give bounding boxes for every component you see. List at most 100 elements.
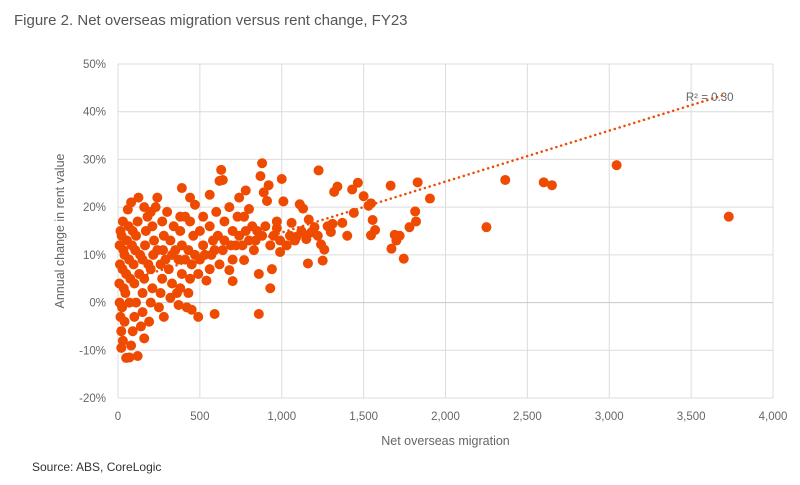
y-tick-label: 50% [83, 59, 106, 71]
data-point [145, 206, 156, 217]
data-point [275, 235, 286, 246]
data-point [181, 302, 192, 313]
y-tick-label: 40% [83, 107, 106, 119]
data-point [410, 206, 421, 217]
data-point [255, 171, 266, 182]
chart-title: Figure 2. Net overseas migration versus … [14, 12, 408, 29]
data-point [133, 192, 144, 203]
data-point [263, 180, 274, 191]
x-axis-label: Net overseas migration [381, 434, 510, 448]
data-point [257, 158, 268, 169]
data-point [127, 326, 138, 337]
trendline [116, 93, 726, 285]
data-point [247, 221, 258, 232]
data-point [132, 351, 143, 362]
data-point [144, 316, 155, 327]
data-point [365, 230, 376, 241]
y-axis-label: Annual change in rent value [53, 153, 67, 308]
data-point [260, 221, 271, 232]
data-point [201, 275, 212, 286]
data-point [127, 226, 138, 236]
data-point [180, 254, 191, 265]
data-point [265, 240, 276, 251]
data-point [224, 265, 235, 276]
data-point [175, 226, 186, 236]
data-point [116, 326, 127, 337]
data-point [116, 230, 127, 241]
data-point [538, 177, 549, 188]
x-tick-label: 500 [190, 411, 209, 423]
data-point [185, 192, 196, 203]
data-point [312, 230, 323, 241]
data-point [329, 186, 340, 197]
data-point [152, 245, 163, 256]
data-point [317, 255, 328, 266]
y-tick-label: -20% [79, 393, 106, 405]
r-squared-label: R² = 0.30 [686, 92, 734, 104]
data-point [149, 235, 160, 246]
data-point [158, 311, 169, 322]
data-point [424, 193, 435, 204]
source-note: Source: ABS, CoreLogic [32, 460, 162, 474]
data-point [214, 259, 225, 270]
data-point [157, 273, 168, 284]
data-point [162, 206, 173, 217]
data-point [313, 165, 324, 176]
y-tick-label: 30% [83, 154, 106, 166]
data-point [265, 283, 276, 294]
data-point [294, 199, 305, 210]
data-point [139, 333, 150, 344]
data-point [185, 216, 196, 227]
y-tick-label: 20% [83, 202, 106, 214]
x-tick-label: 3,500 [677, 411, 706, 423]
data-point [248, 245, 259, 256]
data-point [198, 240, 209, 251]
data-point [302, 258, 313, 269]
data-point [209, 309, 220, 320]
data-point [303, 214, 314, 225]
data-point [117, 264, 128, 275]
data-point [385, 180, 396, 191]
data-point [211, 206, 222, 217]
data-point [175, 283, 186, 294]
x-tick-label: 1,500 [349, 411, 378, 423]
data-point [398, 253, 409, 264]
data-point [135, 249, 146, 260]
data-point [253, 309, 264, 320]
data-point [278, 196, 289, 207]
data-point [224, 202, 235, 213]
data-point [165, 235, 176, 246]
data-point [140, 240, 151, 251]
data-point [262, 195, 273, 206]
data-point [135, 321, 146, 332]
data-point [118, 283, 129, 294]
y-tick-label: -10% [79, 345, 106, 357]
data-point [124, 297, 135, 308]
data-point [153, 302, 164, 313]
data-point [173, 299, 184, 310]
data-point [271, 216, 282, 227]
x-tick-label: 2,000 [431, 411, 460, 423]
data-point [124, 254, 135, 265]
data-point [126, 240, 137, 251]
data-point [266, 264, 277, 275]
data-point [411, 216, 422, 227]
data-point [301, 230, 312, 241]
data-point [199, 249, 210, 260]
data-point [286, 217, 297, 228]
data-point [194, 226, 205, 236]
data-point [117, 335, 128, 346]
data-point [119, 316, 130, 327]
data-point [204, 189, 215, 200]
data-point [322, 221, 333, 232]
data-point [347, 184, 358, 195]
data-point [193, 311, 204, 322]
data-point [316, 239, 327, 250]
data-point [275, 246, 286, 257]
data-point [143, 259, 154, 270]
data-point [239, 255, 250, 266]
x-tick-label: 1,000 [267, 411, 296, 423]
data-point [204, 264, 215, 275]
x-tick-label: 4,000 [759, 411, 788, 423]
data-point [122, 204, 133, 215]
